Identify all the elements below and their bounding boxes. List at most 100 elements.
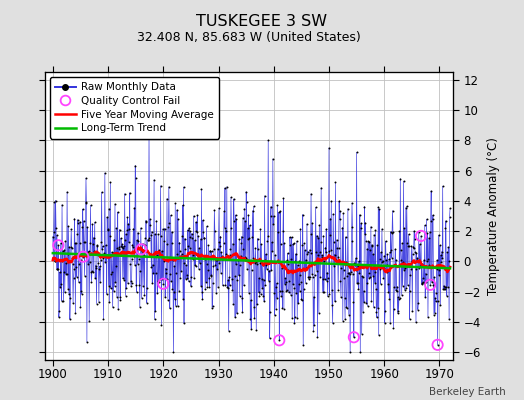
Point xyxy=(311,259,319,266)
Point xyxy=(416,241,424,248)
Point xyxy=(205,248,214,254)
Point xyxy=(273,294,281,301)
Point xyxy=(208,304,216,311)
Point xyxy=(204,242,213,248)
Title: 32.408 N, 85.683 W (United States): 32.408 N, 85.683 W (United States) xyxy=(137,32,361,44)
Point xyxy=(425,262,433,268)
Point xyxy=(130,262,139,268)
Point xyxy=(118,244,126,251)
Point xyxy=(371,280,379,286)
Point xyxy=(137,246,145,252)
Point xyxy=(54,242,62,248)
Point xyxy=(99,316,107,322)
Point xyxy=(374,204,383,210)
Point xyxy=(364,303,372,309)
Point xyxy=(150,316,159,322)
Point xyxy=(190,237,199,244)
Point xyxy=(400,225,409,232)
Point xyxy=(379,264,388,271)
Point xyxy=(89,240,97,247)
Point xyxy=(355,270,364,276)
Point xyxy=(129,226,138,232)
Point xyxy=(92,265,100,271)
Point xyxy=(429,282,438,288)
Point xyxy=(123,226,131,233)
Point xyxy=(260,298,268,304)
Point xyxy=(170,263,179,269)
Point xyxy=(279,195,288,202)
Point xyxy=(310,294,318,300)
Point xyxy=(225,274,233,280)
Point xyxy=(116,296,125,303)
Point xyxy=(117,243,126,249)
Point xyxy=(81,200,90,206)
Point xyxy=(186,228,194,234)
Point xyxy=(439,183,447,189)
Point xyxy=(136,304,144,310)
Point xyxy=(317,184,325,191)
Point xyxy=(304,274,312,280)
Point xyxy=(166,270,174,277)
Point xyxy=(235,236,244,243)
Point xyxy=(265,267,274,274)
Point xyxy=(253,261,261,267)
Point xyxy=(50,228,58,235)
Point xyxy=(72,264,81,270)
Point xyxy=(399,259,407,266)
Point xyxy=(424,314,432,320)
Point xyxy=(356,225,365,232)
Point xyxy=(292,238,301,244)
Point xyxy=(122,231,130,237)
Point xyxy=(377,249,385,256)
Point xyxy=(433,342,442,348)
Point xyxy=(276,208,285,214)
Point xyxy=(424,235,433,241)
Point xyxy=(255,293,264,300)
Point xyxy=(272,280,281,286)
Point xyxy=(171,296,179,303)
Point xyxy=(105,205,113,212)
Point xyxy=(125,226,134,232)
Point xyxy=(260,192,269,199)
Point xyxy=(127,282,135,289)
Point xyxy=(340,275,348,282)
Point xyxy=(145,125,153,132)
Point xyxy=(408,308,417,314)
Point xyxy=(77,288,85,294)
Point xyxy=(99,254,107,261)
Point xyxy=(193,255,202,261)
Point xyxy=(382,257,390,263)
Point xyxy=(152,252,161,258)
Point xyxy=(358,274,367,280)
Point xyxy=(176,248,184,254)
Point xyxy=(280,240,289,246)
Point xyxy=(128,242,137,248)
Point xyxy=(282,288,290,294)
Point xyxy=(88,278,96,285)
Point xyxy=(281,280,289,287)
Point xyxy=(313,334,322,340)
Point xyxy=(137,225,145,231)
Point xyxy=(91,219,99,226)
Point xyxy=(140,252,148,258)
Point xyxy=(151,231,159,237)
Point xyxy=(156,182,165,189)
Point xyxy=(191,263,200,269)
Point xyxy=(397,257,406,264)
Point xyxy=(395,296,403,302)
Point xyxy=(61,270,70,277)
Point xyxy=(207,272,215,278)
Point xyxy=(256,226,265,232)
Point xyxy=(205,283,213,290)
Point xyxy=(116,294,124,300)
Point xyxy=(268,248,277,254)
Point xyxy=(387,247,395,254)
Point xyxy=(190,275,198,282)
Point xyxy=(224,328,233,334)
Point xyxy=(217,256,226,262)
Point xyxy=(383,251,391,258)
Point xyxy=(67,244,75,250)
Point xyxy=(204,266,212,273)
Point xyxy=(320,258,329,264)
Point xyxy=(111,283,119,289)
